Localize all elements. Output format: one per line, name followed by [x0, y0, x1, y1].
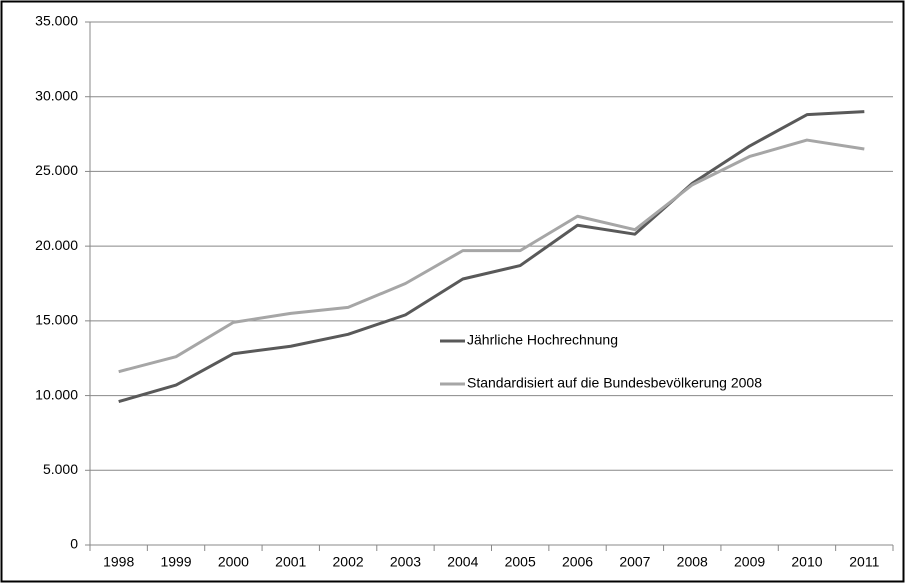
- series-line: [118, 138, 865, 374]
- x-tick-label: 2004: [447, 554, 478, 570]
- x-tick-label: 1999: [160, 554, 191, 570]
- y-tick-label: 30.000: [35, 87, 78, 103]
- x-tick-label: 2007: [619, 554, 650, 570]
- y-tick-label: 35.000: [35, 13, 78, 29]
- x-tick-label: 2009: [734, 554, 765, 570]
- y-tick-label: 20.000: [35, 237, 78, 253]
- legend-label: Jährliche Hochrechnung: [467, 332, 618, 348]
- y-tick-label: 15.000: [35, 312, 78, 328]
- x-tick-label: 2000: [218, 554, 249, 570]
- x-tick-label: 2002: [333, 554, 364, 570]
- y-tick-label: 5.000: [43, 461, 78, 477]
- legend-label: Standardisiert auf die Bundesbevölkerung…: [467, 375, 762, 391]
- x-tick-label: 2010: [791, 554, 822, 570]
- y-tick-label: 0: [70, 536, 78, 552]
- series-line: [118, 110, 865, 403]
- x-tick-label: 2005: [505, 554, 536, 570]
- x-tick-label: 2006: [562, 554, 593, 570]
- x-tick-label: 2001: [275, 554, 306, 570]
- x-tick-label: 2008: [677, 554, 708, 570]
- x-tick-label: 1998: [103, 554, 134, 570]
- x-tick-label: 2003: [390, 554, 421, 570]
- y-tick-label: 10.000: [35, 386, 78, 402]
- y-tick-label: 25.000: [35, 162, 78, 178]
- x-tick-label: 2011: [849, 554, 879, 570]
